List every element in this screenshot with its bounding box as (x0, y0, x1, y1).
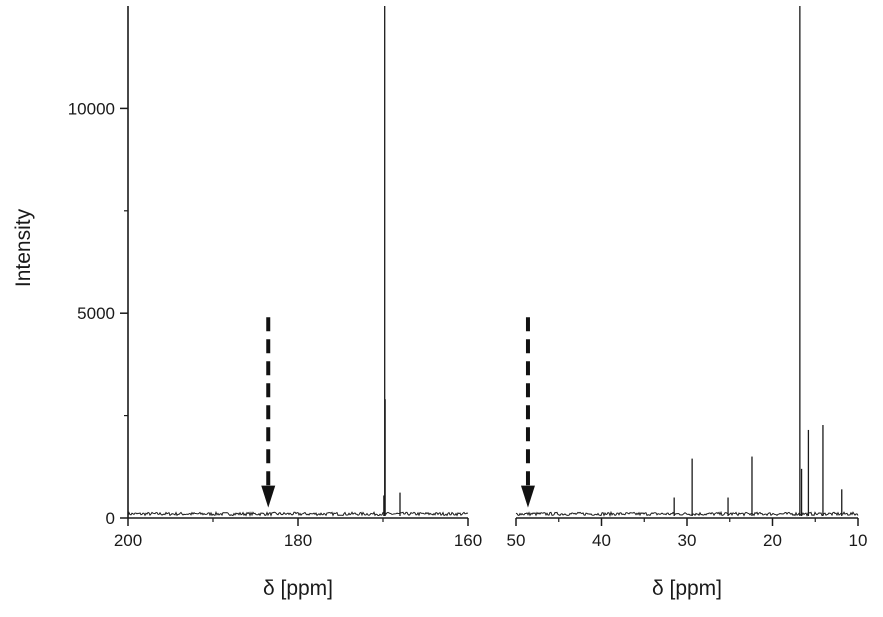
x-tick-label-1-3: 20 (763, 531, 782, 550)
x-tick-label-1-2: 30 (678, 531, 697, 550)
right-panel: 50 40 30 20 10 δ [ppm] (507, 6, 868, 600)
y-tick-label-0: 0 (106, 509, 115, 528)
x-tick-label-1-0: 50 (507, 531, 526, 550)
arrow-head-0 (261, 485, 276, 508)
x-tick-label-1-1: 40 (592, 531, 611, 550)
x-axis-label-0: δ [ppm] (263, 577, 333, 600)
baseline-1 (515, 510, 859, 517)
x-tick-label-1-4: 10 (849, 531, 868, 550)
y-tick-label-2: 10000 (68, 99, 115, 118)
y-axis-label: Intensity (12, 208, 35, 287)
x-tick-label-0-1: 180 (284, 531, 312, 550)
arrow-head-1 (520, 485, 535, 508)
x-tick-label-0-2: 160 (454, 531, 482, 550)
x-tick-label-0-0: 200 (114, 531, 142, 550)
baseline-0 (127, 510, 469, 517)
x-axis-label-1: δ [ppm] (652, 577, 722, 600)
y-tick-label-1: 5000 (77, 304, 115, 323)
left-panel: 0 5000 10000 200 180 160 δ [ppm] (68, 6, 482, 600)
